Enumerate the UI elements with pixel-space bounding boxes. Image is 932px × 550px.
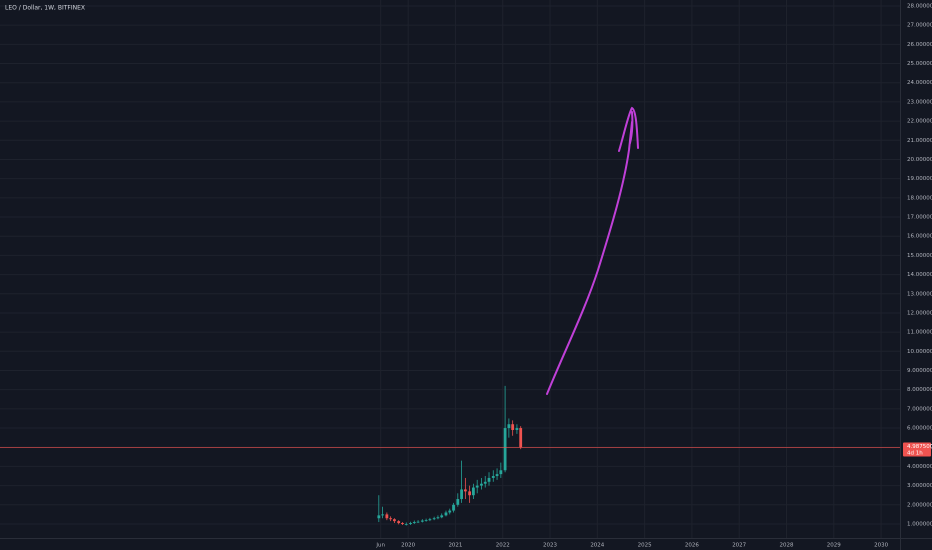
x-tick-label: 2021 — [448, 543, 462, 549]
y-tick-label: 6.00000000 — [907, 426, 932, 432]
candle-body — [491, 476, 495, 478]
last-price-tag — [903, 442, 931, 457]
x-tick-label: 2027 — [732, 543, 746, 549]
candles — [377, 385, 523, 526]
candle-body — [409, 523, 412, 524]
y-tick-label: 2.00000000 — [907, 502, 932, 508]
y-tick-label: 10.00000000 — [907, 349, 932, 355]
y-tick-label: 28.00000000 — [907, 3, 932, 9]
candle-body — [381, 514, 385, 516]
candle-body — [397, 521, 401, 524]
drawn-arrowhead — [618, 106, 639, 152]
candle-body — [436, 517, 440, 519]
y-tick-label: 15.00000000 — [907, 253, 932, 259]
x-tick-label: 2024 — [590, 543, 604, 549]
candle-body — [468, 491, 472, 496]
y-tick-label: 23.00000000 — [907, 99, 932, 105]
y-tick-label: 20.00000000 — [907, 157, 932, 163]
candle-body — [507, 424, 511, 429]
candle-body — [377, 515, 381, 519]
x-tick-label: 2028 — [779, 543, 793, 549]
y-tick-label: 19.00000000 — [907, 176, 932, 182]
x-tick-label: 2020 — [401, 543, 415, 549]
y-tick-label: 9.00000000 — [907, 368, 932, 374]
y-tick-label: 16.00000000 — [907, 234, 932, 240]
x-tick-label: 2025 — [638, 543, 652, 549]
candle-body — [404, 523, 408, 525]
candle-body — [420, 520, 424, 522]
y-tick-label: 27.00000000 — [907, 23, 932, 29]
candle-body — [483, 481, 487, 484]
y-tick-label: 14.00000000 — [907, 272, 932, 278]
candle-body — [499, 470, 503, 475]
y-tick-label: 13.00000000 — [907, 291, 932, 297]
candle-body — [444, 512, 448, 516]
candle-body — [416, 521, 420, 523]
y-tick-label: 12.00000000 — [907, 310, 932, 316]
y-tick-label: 26.00000000 — [907, 42, 932, 48]
candle-body — [401, 523, 404, 524]
y-tick-label: 4.00000000 — [907, 464, 932, 470]
candle-body — [487, 477, 491, 482]
y-tick-label: 7.00000000 — [907, 406, 932, 412]
candle-body — [480, 483, 483, 486]
y-tick-label: 1.00000000 — [907, 521, 932, 527]
candle-body — [511, 424, 515, 430]
candle-body — [503, 428, 507, 471]
candle-body — [456, 499, 460, 505]
candle-body — [428, 519, 432, 521]
candle-body — [475, 485, 479, 488]
candle-body — [393, 519, 396, 522]
countdown-label: 4d 1h — [907, 450, 923, 456]
y-tick-label: 8.00000000 — [907, 387, 932, 393]
y-tick-label: 11.00000000 — [907, 330, 932, 336]
candle-body — [448, 510, 452, 513]
y-tick-label: 24.00000000 — [907, 80, 932, 86]
candle-body — [385, 514, 389, 519]
grid — [0, 0, 900, 538]
x-tick-label: 2026 — [685, 543, 699, 549]
candle-body — [432, 518, 436, 520]
candle-body — [460, 489, 463, 500]
y-tick-label: 21.00000000 — [907, 138, 932, 144]
x-tick-label: 2030 — [874, 543, 888, 549]
candle-body — [463, 489, 467, 492]
x-tick-label: 2022 — [496, 543, 510, 549]
y-tick-label: 25.00000000 — [907, 61, 932, 67]
candle-body — [452, 504, 455, 511]
candle-body — [472, 487, 475, 496]
drawn-arrow — [546, 121, 633, 395]
y-tick-label: 3.00000000 — [907, 483, 932, 489]
candle-body — [495, 474, 499, 477]
last-price-label: 4.98750000 — [907, 444, 932, 450]
y-tick-label: 22.00000000 — [907, 119, 932, 125]
candle-body — [424, 520, 428, 521]
candle-body — [389, 518, 393, 520]
symbol-title: LEO / Dollar, 1W, BITFINEX — [5, 5, 85, 12]
candle-body — [412, 522, 416, 524]
x-tick-label: 2029 — [827, 543, 841, 549]
candle-body — [515, 428, 519, 430]
y-tick-label: 18.00000000 — [907, 195, 932, 201]
x-tick-label: Jun — [375, 543, 385, 549]
x-tick-label: 2023 — [543, 543, 557, 549]
y-tick-label: 17.00000000 — [907, 215, 932, 221]
candle-body — [440, 515, 444, 518]
candle-body — [519, 428, 523, 448]
